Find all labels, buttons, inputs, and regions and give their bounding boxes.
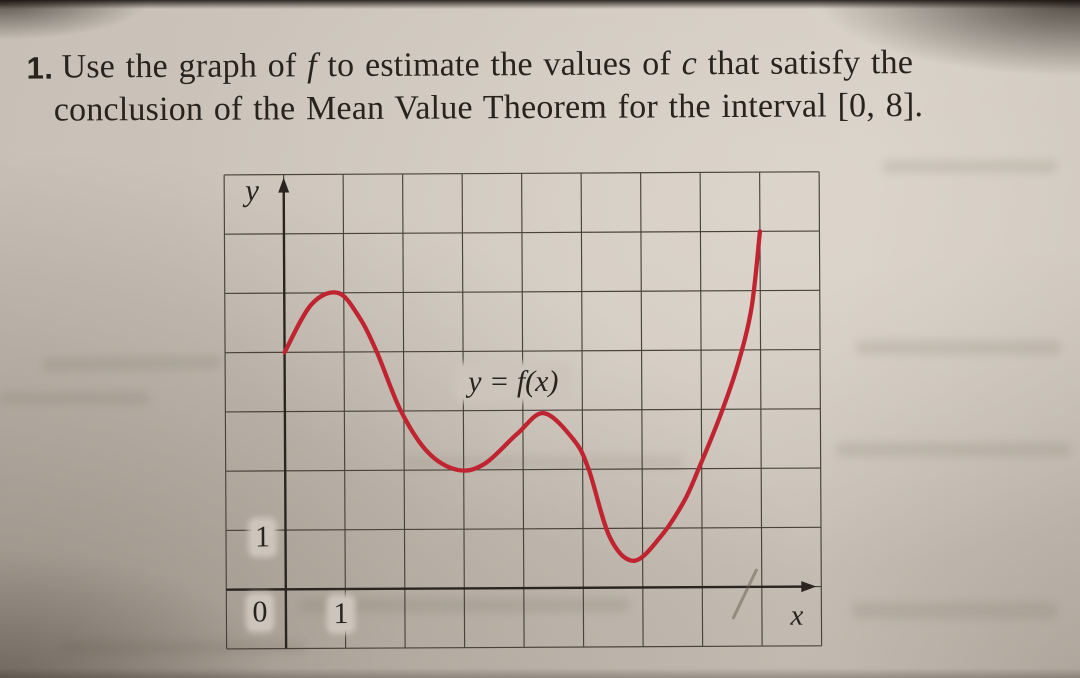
grid-line-horizontal [226,645,822,650]
y-axis-label: y [245,172,260,208]
y-axis-arrowhead [278,177,290,193]
y-unit-tick-label: 1 [251,520,274,554]
bleed-through-smudge [882,160,1057,173]
grid-line-horizontal [224,171,820,176]
bleed-through-smudge [852,602,1057,619]
grid-line-horizontal [225,467,821,472]
y-axis-line [282,188,288,649]
curve-equation-label: y = f(x) [459,365,568,399]
curve-f [282,229,763,563]
grid-line-horizontal [225,348,821,354]
x-unit-tick-label: 1 [330,597,352,631]
bleed-through-smudge [856,340,1061,355]
x-axis-arrowhead [801,581,817,593]
bleed-through-smudge [404,456,684,469]
bleed-through-smudge [836,442,1071,457]
x-axis-label: x [790,599,804,632]
bleed-through-smudge [0,392,150,405]
grid-line-horizontal [224,230,820,235]
grid-line-horizontal [225,526,821,531]
bleed-through-smudge [60,641,305,654]
origin-tick-label: 0 [249,595,271,629]
bleed-through-smudge [300,598,630,613]
x-axis-line [226,585,806,591]
